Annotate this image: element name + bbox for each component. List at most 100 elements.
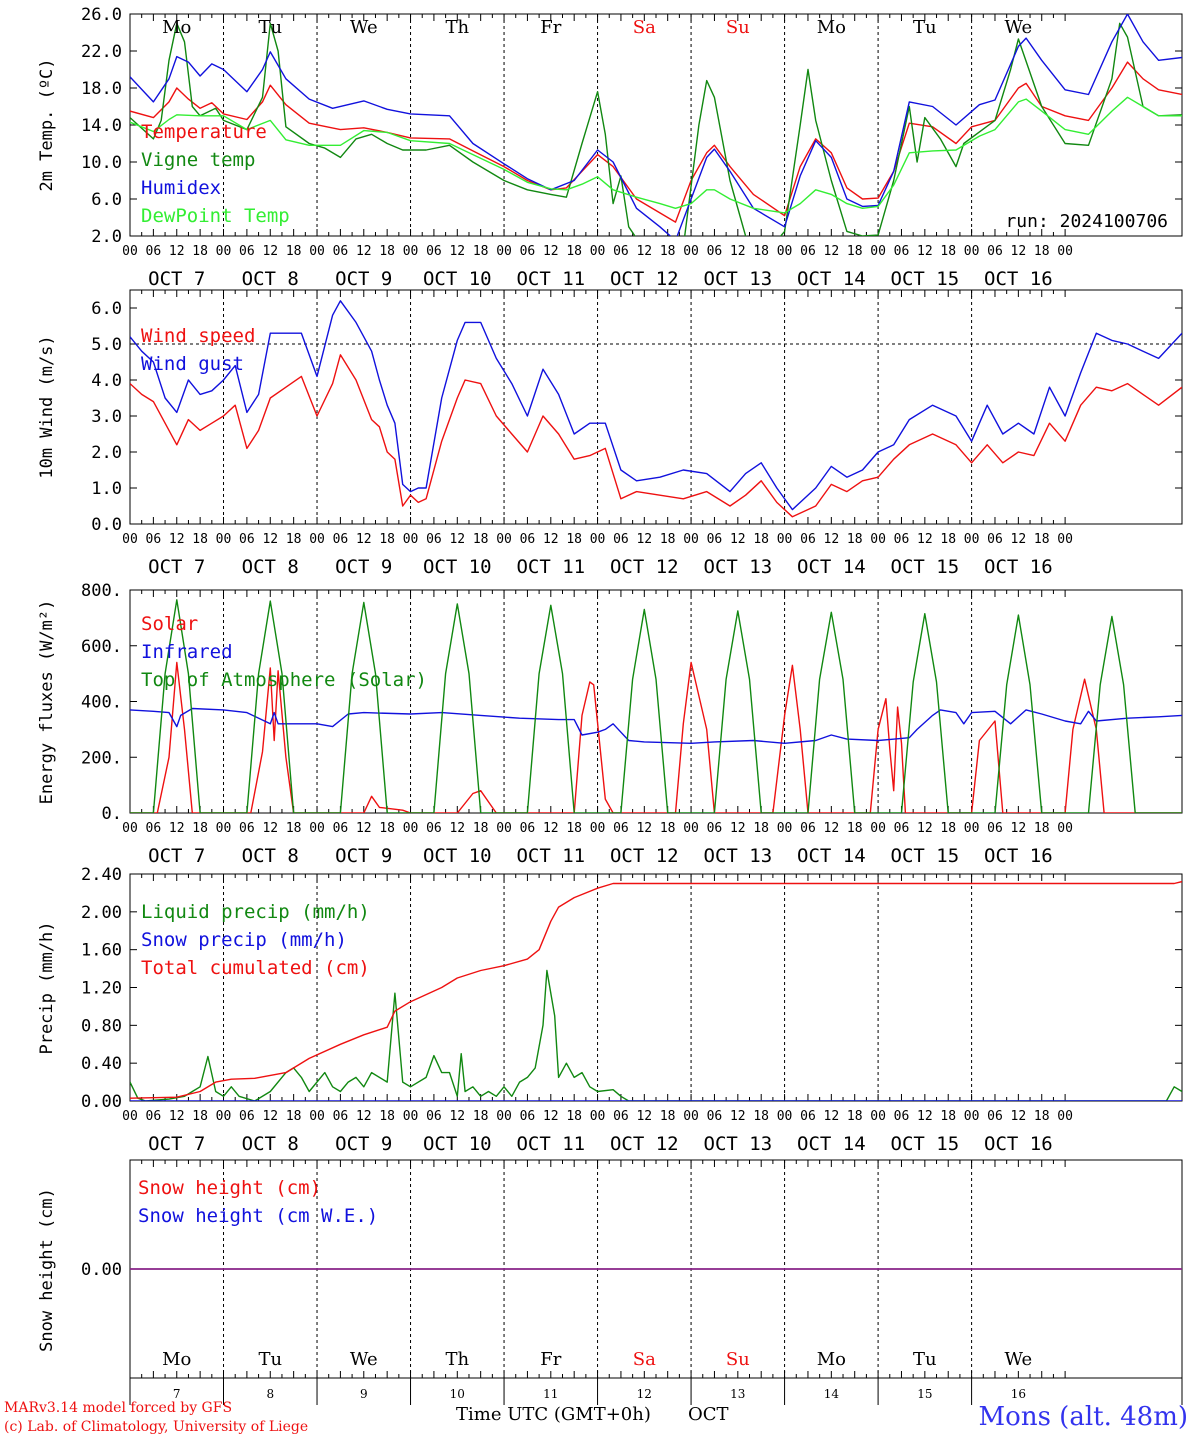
y-tick-label: 18.0 xyxy=(81,79,122,99)
y-axis-label: Energy fluxes (W/m²) xyxy=(37,600,57,805)
time-axis-label: Time UTC (GMT+0h) xyxy=(456,1404,651,1425)
y-tick-label: 10.0 xyxy=(81,153,122,173)
y-tick-label: 2.0 xyxy=(91,443,122,463)
day-date-label: OCT 7 xyxy=(148,1133,205,1155)
weekday-label: Tu xyxy=(913,17,937,38)
day-date-label: OCT 12 xyxy=(610,845,679,867)
day-date-label: OCT 14 xyxy=(797,845,866,867)
panel-snow: 0.00 Snow height (cm) Snow height (cm) Snow… xyxy=(37,1159,1183,1405)
hour-tick-label: 06 xyxy=(146,244,162,259)
series-group xyxy=(130,14,1182,236)
hour-tick-label: 06 xyxy=(520,532,536,547)
y-tick-label: 0.00 xyxy=(81,1260,122,1280)
hour-tick-label: 00 xyxy=(964,532,980,547)
hour-tick-label: 06 xyxy=(426,821,442,836)
hour-tick-label: 06 xyxy=(239,1109,255,1124)
hour-tick-label: 00 xyxy=(122,821,138,836)
hour-tick-label: 06 xyxy=(707,1109,723,1124)
hour-tick-label: 18 xyxy=(1034,532,1050,547)
panel-energy: 800. 600. 400. 200. 0. Energy fluxes (W/m²) So… xyxy=(37,581,1183,867)
hour-tick-label: 12 xyxy=(449,821,465,836)
hour-tick-label: 00 xyxy=(122,532,138,547)
hour-tick-label: 18 xyxy=(940,821,956,836)
day-number-label: 8 xyxy=(266,1387,274,1401)
hour-tick-label: 18 xyxy=(379,532,395,547)
legend-blue: Snow precip (mm/h) xyxy=(141,929,347,951)
day-number-label: 12 xyxy=(637,1387,652,1401)
day-number-label: 14 xyxy=(824,1387,840,1401)
hour-tick-label: 12 xyxy=(169,821,185,836)
hour-tick-label: 06 xyxy=(800,1109,816,1124)
weekday-label: Sa xyxy=(633,1349,656,1370)
hour-tick-label: 00 xyxy=(496,821,512,836)
hour-tick-label: 18 xyxy=(753,1109,769,1124)
day-date-label: OCT 16 xyxy=(984,556,1053,578)
hour-tick-label: 18 xyxy=(566,1109,582,1124)
weekday-label: Su xyxy=(726,1349,750,1370)
weekday-label: We xyxy=(350,1349,378,1370)
hour-tick-label: 06 xyxy=(987,821,1003,836)
legend-green: Vigne temp xyxy=(141,149,255,171)
hour-tick-label: 12 xyxy=(449,1109,465,1124)
weekday-label: We xyxy=(1005,17,1033,38)
y-axis-label: 2m Temp. (ºC) xyxy=(37,58,57,191)
day-date-label: OCT 13 xyxy=(704,556,773,578)
hour-tick-label: 00 xyxy=(590,821,606,836)
y-tick-label: 1.0 xyxy=(91,479,122,499)
hour-tick-label: 06 xyxy=(613,244,629,259)
hour-tick-label: 00 xyxy=(309,532,325,547)
legend-lightgreen: DewPoint Temp xyxy=(141,205,290,227)
hour-tick-label: 18 xyxy=(847,244,863,259)
series-line-blue xyxy=(130,14,1182,236)
hour-tick-label: 18 xyxy=(192,532,208,547)
hour-tick-label: 06 xyxy=(613,821,629,836)
legend-blue: Humidex xyxy=(141,177,221,199)
hour-tick-label: 12 xyxy=(543,1109,559,1124)
hour-tick-label: 06 xyxy=(613,532,629,547)
hour-tick-label: 06 xyxy=(426,1109,442,1124)
series-line-blue xyxy=(130,707,1182,744)
hour-tick-label: 00 xyxy=(1057,532,1073,547)
month-label: OCT xyxy=(688,1404,729,1425)
day-date-label: OCT 15 xyxy=(891,845,960,867)
hour-tick-label: 18 xyxy=(847,1109,863,1124)
y-tick-label: 6.0 xyxy=(91,190,122,210)
day-date-label: OCT 12 xyxy=(610,1133,679,1155)
hour-tick-label: 18 xyxy=(940,244,956,259)
hour-tick-label: 18 xyxy=(473,821,489,836)
panel-precip: 2.40 2.00 1.60 1.20 0.80 0.40 0.00 Precip (mm/h… xyxy=(37,865,1183,1155)
hour-tick-label: 18 xyxy=(753,532,769,547)
hour-tick-label: 12 xyxy=(356,244,372,259)
hour-tick-label: 12 xyxy=(1011,244,1027,259)
hour-tick-label: 00 xyxy=(683,532,699,547)
day-date-label: OCT 14 xyxy=(797,1133,866,1155)
hour-tick-label: 06 xyxy=(894,1109,910,1124)
hour-tick-label: 00 xyxy=(309,821,325,836)
hour-tick-label: 06 xyxy=(800,821,816,836)
hour-tick-label: 06 xyxy=(894,244,910,259)
hour-tick-label: 00 xyxy=(403,1109,419,1124)
hour-tick-label: 18 xyxy=(660,1109,676,1124)
hour-tick-label: 12 xyxy=(636,244,652,259)
day-number-label: 13 xyxy=(730,1387,745,1401)
hour-tick-label: 18 xyxy=(1034,821,1050,836)
y-tick-label: 0.00 xyxy=(81,1092,122,1112)
y-axis-label: Precip (mm/h) xyxy=(37,921,57,1054)
day-date-label: OCT 8 xyxy=(242,556,299,578)
series-line-green xyxy=(130,22,1182,236)
y-tick-label: 22.0 xyxy=(81,42,122,62)
day-date-label: OCT 7 xyxy=(148,268,205,290)
hour-tick-label: 18 xyxy=(286,821,302,836)
legend-red: Solar xyxy=(141,613,198,635)
day-date-label: OCT 9 xyxy=(335,1133,392,1155)
series-line-red xyxy=(130,880,1182,1099)
hour-tick-label: 00 xyxy=(964,821,980,836)
day-date-label: OCT 10 xyxy=(423,845,492,867)
hour-tick-label: 18 xyxy=(847,532,863,547)
hour-tick-label: 06 xyxy=(333,244,349,259)
hour-tick-label: 18 xyxy=(940,532,956,547)
hour-tick-label: 00 xyxy=(964,244,980,259)
hour-tick-label: 12 xyxy=(262,532,278,547)
hour-tick-label: 12 xyxy=(636,1109,652,1124)
hour-tick-label: 00 xyxy=(309,1109,325,1124)
